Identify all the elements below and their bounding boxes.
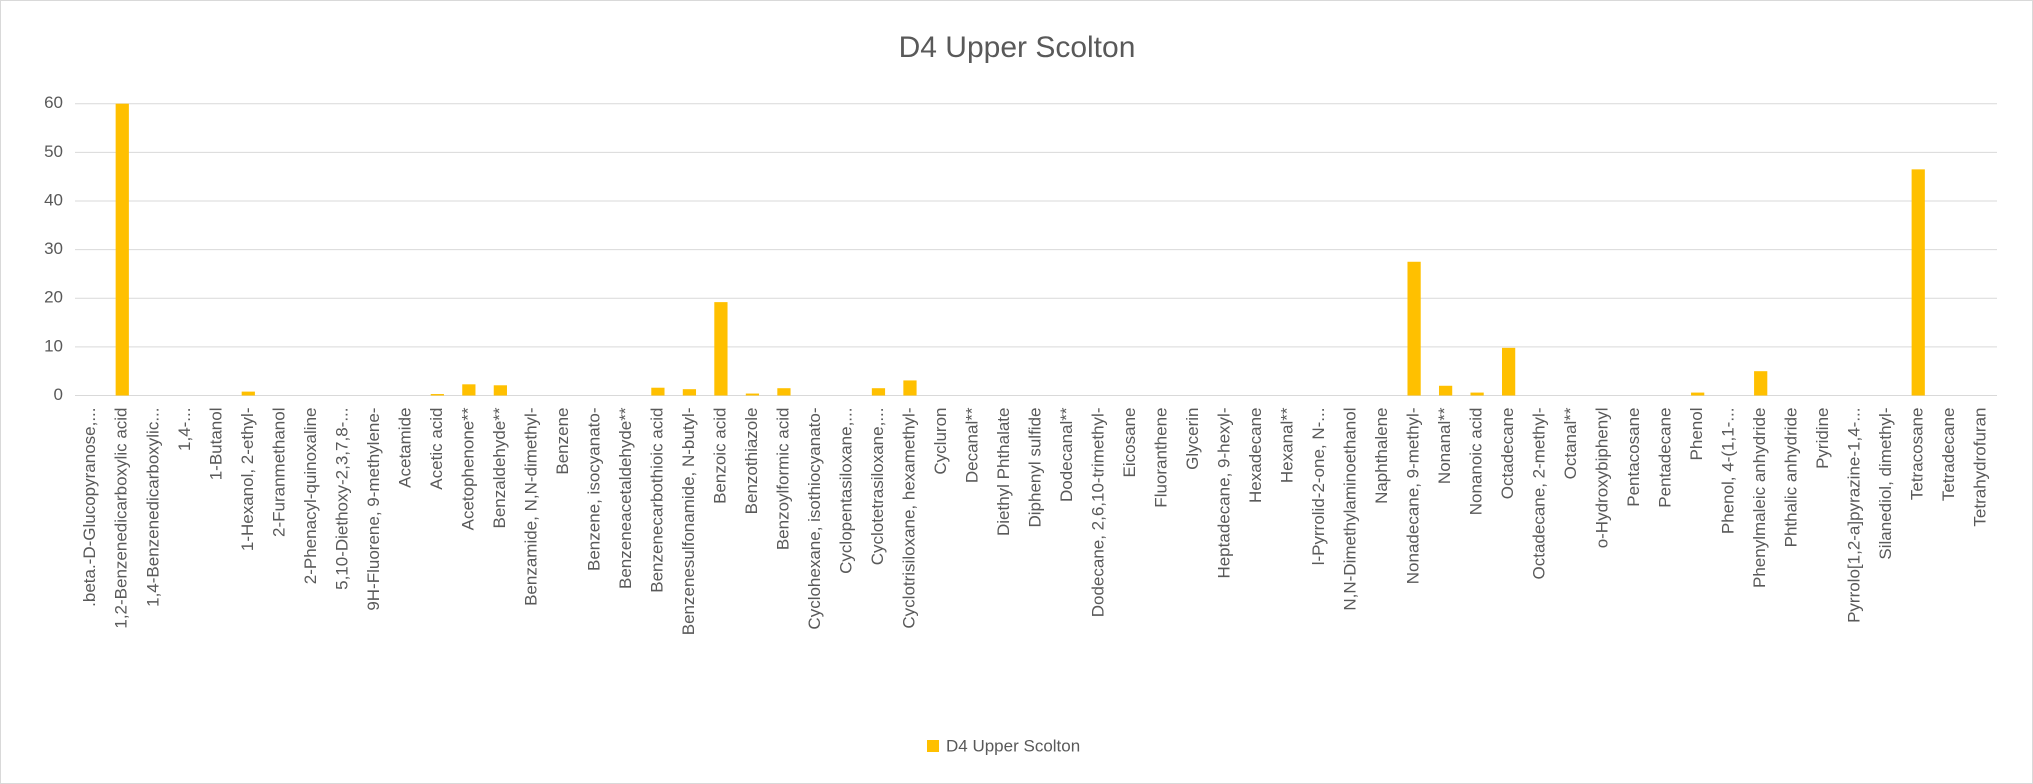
bar xyxy=(651,387,665,396)
chart-title: D4 Upper Scolton xyxy=(899,31,1136,64)
x-tick-label: Phthalic anhydride xyxy=(1782,408,1801,548)
x-tick-label: N,N-Dimethylaminoethanol xyxy=(1341,408,1360,611)
x-tick-label: Tetracosane xyxy=(1908,408,1927,501)
bar xyxy=(1691,392,1705,396)
bar xyxy=(1911,169,1925,396)
x-tick-label: Cyclopentasiloxane,... xyxy=(836,408,855,574)
y-tick-label: 20 xyxy=(44,288,63,307)
bar xyxy=(714,302,728,396)
x-tick-label: Benzenecarbothioic acid xyxy=(647,408,666,593)
x-tick-label: Cyclotrisiloxane, hexamethyl- xyxy=(899,408,918,629)
bar xyxy=(115,103,129,396)
x-tick-label: Octadecane, 2-methyl- xyxy=(1530,408,1549,580)
bar xyxy=(1502,347,1516,396)
bar xyxy=(462,384,476,396)
bar xyxy=(682,389,697,396)
y-tick-label: 60 xyxy=(44,93,63,112)
x-tick-label: Decanal** xyxy=(962,407,981,483)
bar xyxy=(777,388,791,396)
bar xyxy=(430,394,444,396)
x-tick-label: Naphthalene xyxy=(1372,408,1391,504)
x-tick-label: Pentadecane xyxy=(1656,408,1675,508)
x-tick-label: 1,4-... xyxy=(175,408,194,451)
x-tick-label: 1,4-Benzenedicarboxylic... xyxy=(143,408,162,607)
bar xyxy=(871,388,886,396)
x-tick-label: o-Hydroxybiphenyl xyxy=(1593,408,1612,549)
x-tick-label: 1-Butanol xyxy=(206,408,225,481)
x-tick-label: Octanal** xyxy=(1561,407,1580,479)
bar xyxy=(241,391,255,396)
x-tick-label: Pyridine xyxy=(1813,408,1832,469)
x-tick-label: Benzenesulfonamide, N-butyl- xyxy=(679,408,698,636)
bar xyxy=(745,393,760,396)
x-tick-label: Phenol xyxy=(1687,408,1706,461)
x-tick-label: Tetrahydrofuran xyxy=(1971,408,1990,527)
x-tick-label: Pentacosane xyxy=(1624,408,1643,507)
x-tick-label: Hexanal** xyxy=(1278,407,1297,483)
x-tick-label: 1-Hexanol, 2-ethyl- xyxy=(238,408,257,552)
y-tick-label: 0 xyxy=(54,385,63,404)
x-tick-label: 2-Phenacyl-quinoxaline xyxy=(301,408,320,585)
x-tick-label: 5,10-Diethoxy-2,3,7,8-... xyxy=(332,408,351,590)
x-tick-label: 9H-Fluorene, 9-methylene- xyxy=(364,408,383,611)
x-tick-label: Diethyl Phthalate xyxy=(994,408,1013,537)
x-tick-label: Silanediol, dimethyl- xyxy=(1876,408,1895,560)
x-tick-label: 1,2-Benzenedicarboxylic acid xyxy=(112,408,131,629)
x-tick-label: Pyrrolo[1,2-a]pyrazine-1,4-... xyxy=(1845,408,1864,623)
x-tick-label: Benzoylformic acid xyxy=(773,408,792,551)
x-tick-label: Acetamide xyxy=(395,408,414,488)
x-tick-label: Heptadecane, 9-hexyl- xyxy=(1215,408,1234,579)
x-tick-label: Tetradecane xyxy=(1939,408,1958,502)
x-tick-label: Acetic acid xyxy=(427,407,446,489)
x-tick-label: .beta.-D-Glucopyranose,... xyxy=(80,408,99,607)
x-tick-label: Cycluron xyxy=(931,408,950,475)
x-tick-label: Glycerin xyxy=(1183,408,1202,470)
x-tick-label: Fluoranthene xyxy=(1152,408,1171,508)
x-tick-label: Dodecane, 2,6,10-trimethyl- xyxy=(1089,408,1108,618)
x-tick-label: Phenol, 4-(1,1-... xyxy=(1719,408,1738,535)
x-tick-label: 2-Furanmethanol xyxy=(269,408,288,537)
y-tick-label: 10 xyxy=(44,336,63,355)
x-tick-label: Acetophenone** xyxy=(458,407,477,530)
bar xyxy=(1754,371,1768,396)
x-tick-label: Benzothiazole xyxy=(742,408,761,515)
x-tick-label: Diphenyl sulfide xyxy=(1025,408,1044,528)
x-tick-label: Hexadecane xyxy=(1246,408,1265,503)
x-tick-label: Nonadecane, 9-methyl- xyxy=(1404,408,1423,585)
bar xyxy=(903,380,917,396)
bar xyxy=(1407,261,1421,396)
x-tick-label: Cyclohexane, isothiocyanato- xyxy=(805,408,824,630)
legend-label: D4 Upper Scolton xyxy=(946,736,1080,755)
x-tick-label: Eicosane xyxy=(1120,408,1139,478)
x-tick-label: Nonanal** xyxy=(1435,407,1454,484)
y-tick-label: 30 xyxy=(44,239,63,258)
bar xyxy=(1438,385,1453,396)
x-tick-label: Benzene, isocyanato- xyxy=(584,408,603,572)
x-tick-label: Benzoic acid xyxy=(710,408,729,504)
x-tick-label: Benzamide, N,N-dimethyl- xyxy=(521,408,540,606)
x-tick-label: Nonanoic acid xyxy=(1467,408,1486,516)
bar xyxy=(493,385,507,396)
y-tick-label: 50 xyxy=(44,142,63,161)
x-tick-label: Phenylmaleic anhydride xyxy=(1750,408,1769,589)
x-tick-label: Dodecanal** xyxy=(1057,407,1076,502)
bar xyxy=(1470,392,1484,396)
x-tick-label: Octadecane xyxy=(1498,408,1517,500)
x-tick-label: Benzaldehyde** xyxy=(490,407,509,528)
x-tick-label: l-Pyrrolid-2-one, N-... xyxy=(1309,408,1328,566)
y-tick-label: 40 xyxy=(44,190,63,209)
x-tick-label: Cyclotetrasiloxane,... xyxy=(868,407,887,565)
x-tick-label: Benzeneacetaldehyde** xyxy=(616,407,635,589)
legend-swatch xyxy=(927,740,939,752)
x-tick-label: Benzene xyxy=(553,408,572,475)
